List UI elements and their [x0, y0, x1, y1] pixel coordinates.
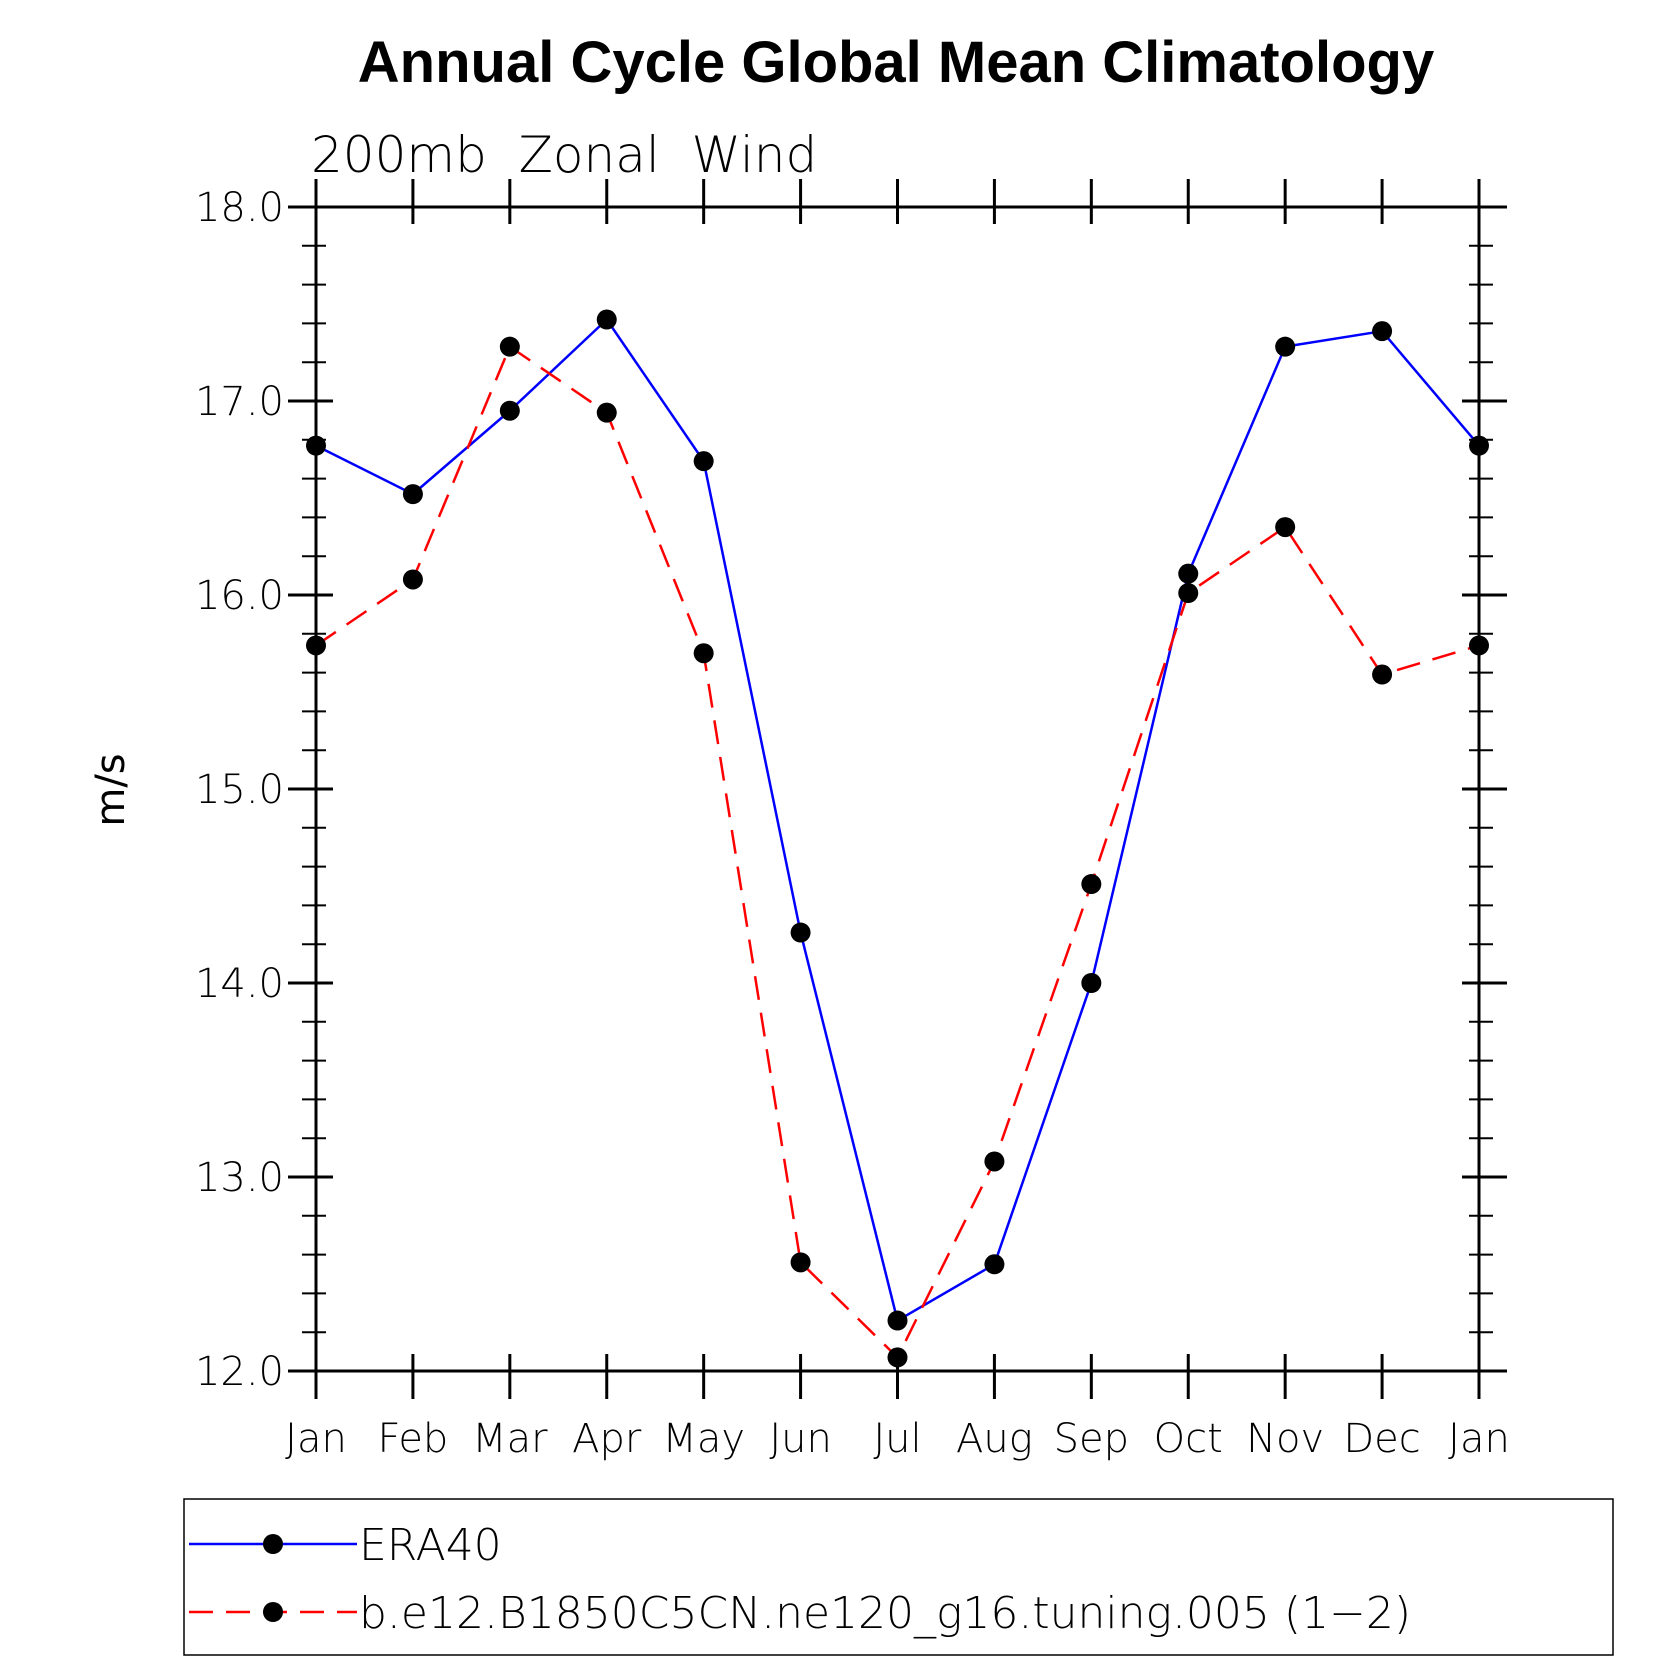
y-tick-label: 15.0 — [195, 767, 284, 813]
x-tick-label: Mar — [472, 1416, 548, 1462]
plot-frame — [314, 205, 1481, 1373]
data-point — [1081, 973, 1102, 993]
x-tick-label: Feb — [378, 1416, 449, 1462]
plot-axes — [288, 179, 1507, 1399]
x-tick-label: Jan — [285, 1416, 347, 1462]
y-tick-label: 12.0 — [195, 1349, 284, 1395]
x-tick-label: Jan — [1448, 1416, 1510, 1462]
series-line — [315, 344, 1480, 1360]
data-point — [1275, 336, 1296, 357]
x-tick-label: Jul — [873, 1416, 921, 1462]
series-layer — [306, 309, 1489, 1368]
x-tick-label: Sep — [1054, 1416, 1129, 1462]
y-axis-label: m/s — [88, 753, 134, 826]
y-tick-label: 18.0 — [195, 185, 284, 231]
legend-frame — [183, 1498, 1614, 1656]
x-tick-label: Dec — [1343, 1416, 1420, 1462]
x-tick-label: Aug — [956, 1416, 1033, 1462]
data-point — [499, 336, 520, 357]
data-point — [984, 1151, 1005, 1172]
chart-title: Annual Cycle Global Mean Climatology — [358, 30, 1434, 95]
data-point — [1469, 435, 1489, 456]
tick-labels: 12.0 13.0 14.0 15.0 16.0 17.0 18.0 Jan Feb Mar Apr… — [195, 185, 1510, 1462]
data-point — [1469, 635, 1489, 656]
data-point — [984, 1254, 1005, 1275]
legend-marker-2 — [263, 1602, 283, 1622]
y-tick-label: 13.0 — [195, 1155, 284, 1201]
x-tick-label: Apr — [572, 1416, 642, 1462]
legend-marker-1 — [263, 1534, 283, 1554]
x-tick-label: Nov — [1246, 1416, 1324, 1462]
y-tick-label: 17.0 — [195, 379, 284, 425]
legend-label-2: b.e12.B1850C5CN.ne120_g16.tuning.005 (1−… — [359, 1588, 1411, 1639]
data-point — [499, 400, 520, 421]
data-point — [306, 435, 326, 456]
x-tick-label: Jun — [769, 1416, 832, 1462]
legend-label-1: ERA40 — [359, 1520, 502, 1571]
x-tick-label: May — [662, 1416, 745, 1462]
data-point — [887, 1347, 908, 1368]
legend: ERA40 b.e12.B1850C5CN.ne120_g16.tuning.00… — [183, 1498, 1614, 1656]
data-point — [887, 1310, 908, 1331]
data-point — [1372, 664, 1393, 685]
series-2 — [306, 336, 1489, 1368]
data-point — [1372, 321, 1393, 342]
data-point — [790, 1252, 811, 1273]
data-point — [402, 484, 423, 505]
series-1 — [306, 309, 1489, 1331]
y-tick-label: 14.0 — [195, 961, 284, 1007]
data-point — [402, 569, 423, 590]
data-point — [306, 635, 326, 656]
legend-items: ERA40 b.e12.B1850C5CN.ne120_g16.tuning.00… — [189, 1520, 1411, 1639]
data-point — [1178, 583, 1199, 604]
data-point — [596, 402, 617, 423]
x-tick-label: Oct — [1154, 1416, 1223, 1462]
series-line — [315, 317, 1480, 1323]
data-point — [693, 643, 714, 664]
data-point — [693, 451, 714, 472]
y-tick-label: 16.0 — [195, 573, 284, 619]
data-point — [596, 309, 617, 330]
data-point — [790, 922, 811, 943]
data-point — [1275, 517, 1296, 538]
data-point — [1178, 563, 1199, 584]
chart-subtitle: 200mb Zonal Wind — [311, 126, 817, 184]
data-point — [1081, 874, 1102, 895]
